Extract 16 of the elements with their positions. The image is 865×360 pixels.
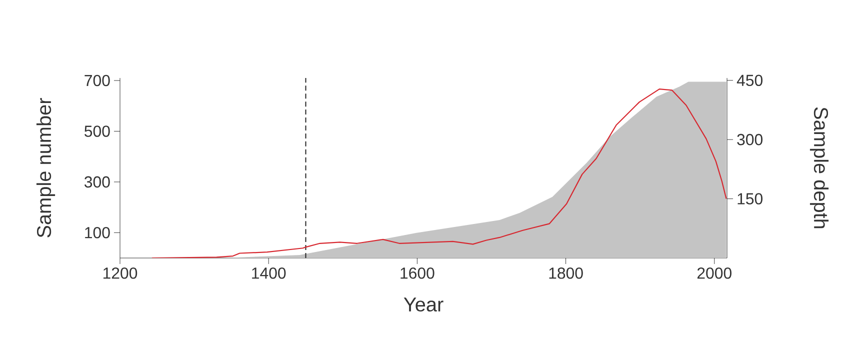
x-tick-label: 1200 [103,268,138,279]
y2-tick-label: 450 [736,74,762,86]
y2-tick-label: 300 [737,134,762,146]
line-series [151,88,727,258]
x-tick-label: 1400 [252,268,286,279]
y-axis-title: Sample number [36,98,56,238]
x-tick-label: 1800 [549,268,583,279]
x-axis-title: Year [404,298,444,312]
y-tick-label: 100 [85,227,110,238]
y-tick-label: 500 [84,126,110,137]
x-tick-label: 2000 [697,268,732,279]
x-tick-label: 1600 [400,268,434,279]
y2-axis-title: Sample depth [810,107,829,228]
y2-tick-label: 150 [738,193,762,204]
y-tick-label: 700 [84,74,110,86]
y-tick-label: 300 [84,176,110,188]
